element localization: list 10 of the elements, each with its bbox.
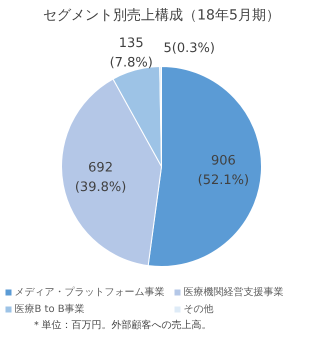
legend-label: その他 — [184, 303, 214, 315]
text: ＊単位：百万円。外部顧客への売上高。 — [32, 319, 212, 331]
data-label: 906 (52.1%) — [198, 153, 250, 188]
legend-label: 医療機関経営支援事業 — [184, 286, 284, 298]
data-label: 135 (7.8%) — [110, 36, 153, 71]
legend-label: 医療B to B事業 — [14, 303, 85, 315]
data-label: 692 (39.8%) — [74, 160, 126, 196]
chart-title: セグメント別売上構成（18年5月期） — [43, 8, 280, 24]
data-label: 5(0.3%) — [164, 41, 215, 56]
legend-label: メディア・プラットフォーム事業 — [14, 286, 164, 298]
